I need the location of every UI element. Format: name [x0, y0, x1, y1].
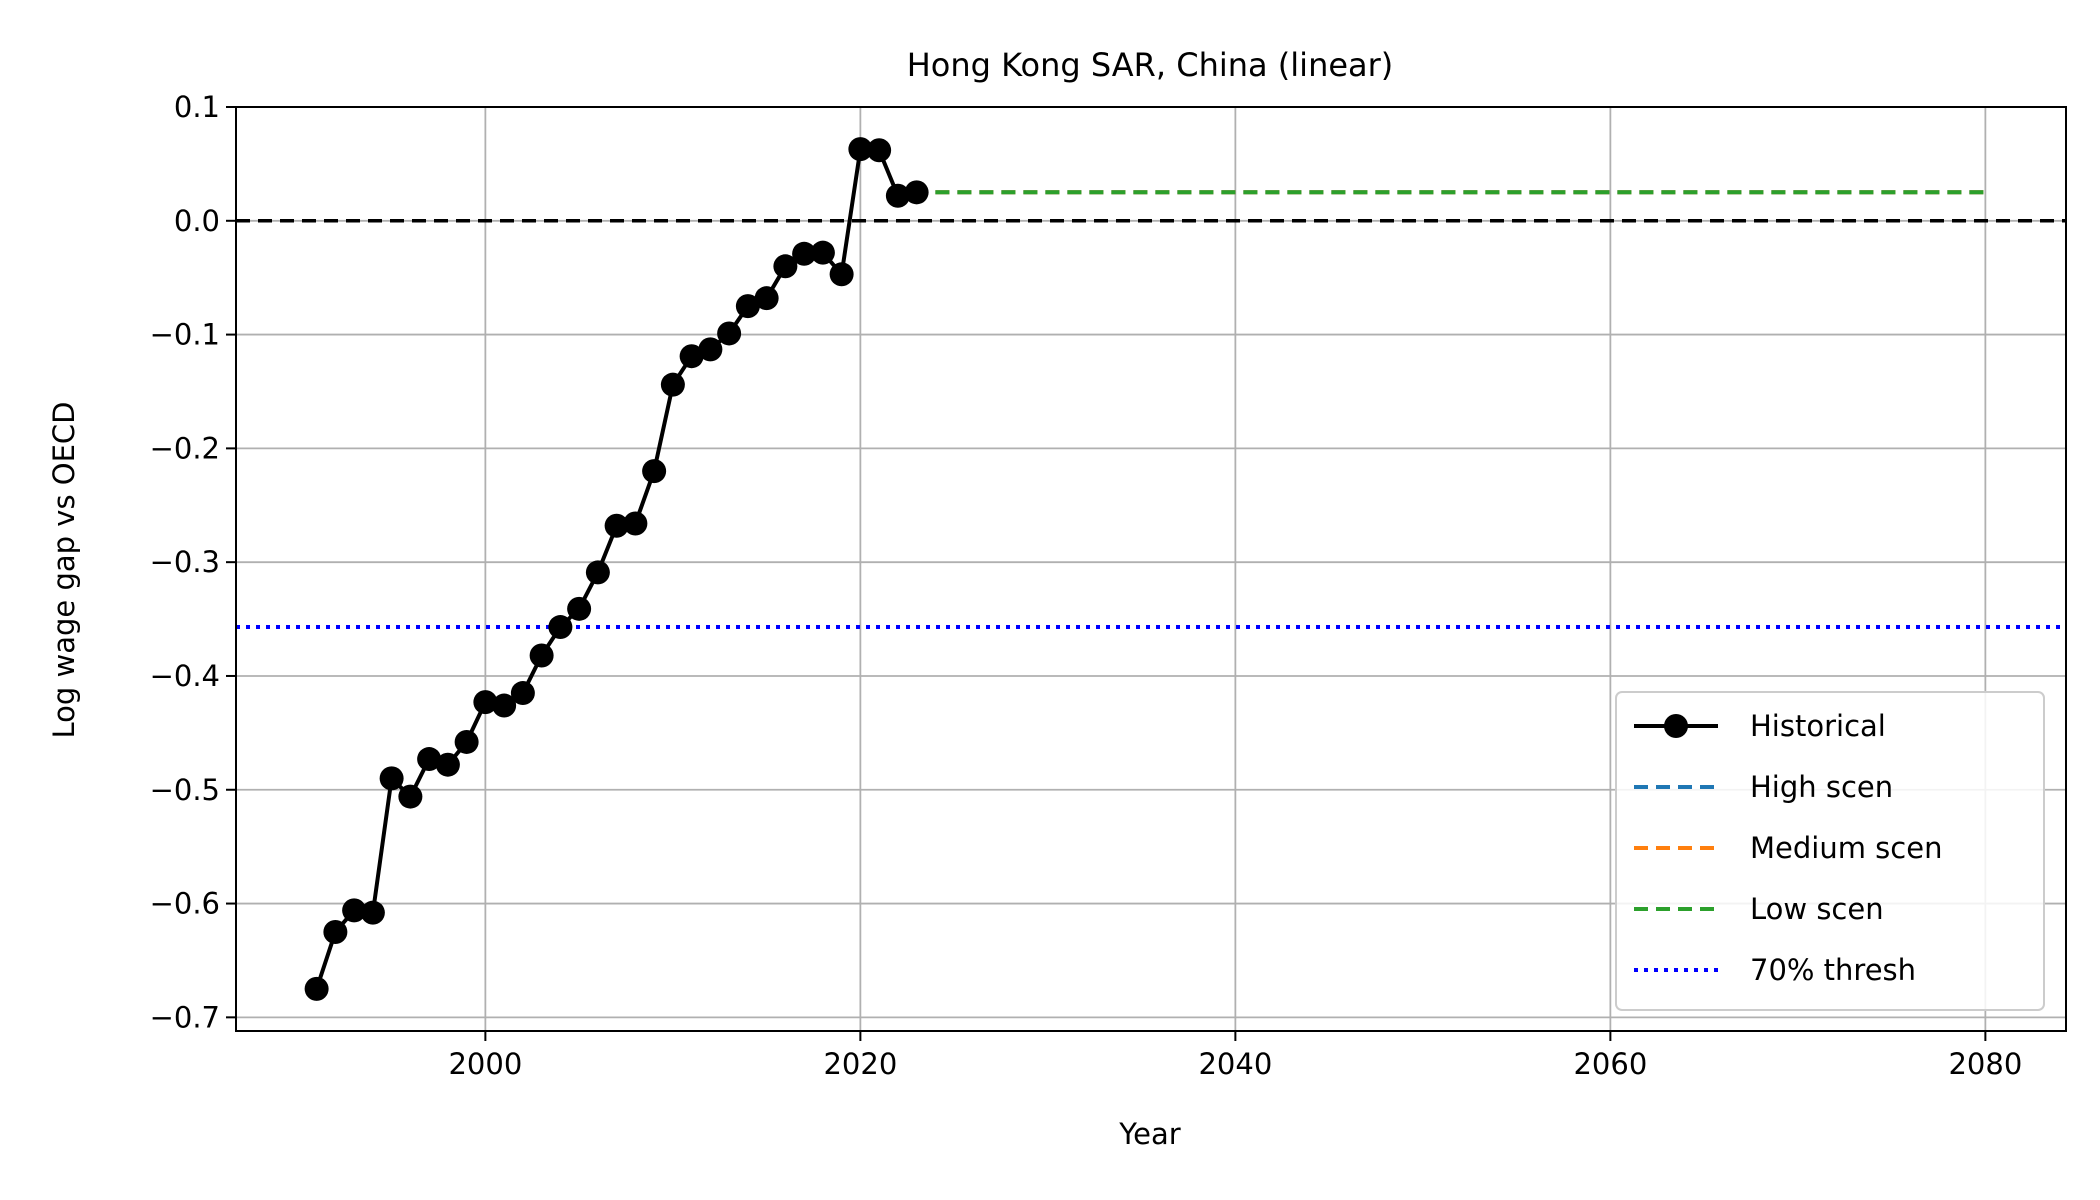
data-point — [417, 747, 442, 772]
data-point — [567, 596, 592, 621]
data-point — [398, 784, 423, 809]
data-point — [492, 693, 517, 718]
data-point — [642, 459, 667, 484]
legend-label-high-scen: High scen — [1750, 770, 1893, 804]
data-point — [754, 286, 779, 311]
y-tick-label: −0.1 — [150, 318, 220, 352]
x-tick-label: 2060 — [1573, 1047, 1647, 1081]
y-tick-label: 0.0 — [174, 204, 220, 238]
plot-frame — [235, 106, 2067, 1032]
legend-label-medium-scen: Medium scen — [1750, 831, 1942, 865]
data-point — [867, 138, 892, 163]
data-point — [660, 372, 685, 397]
x-tick-label: 2040 — [1198, 1047, 1272, 1081]
data-point — [717, 321, 742, 346]
legend-label-70%-thresh: 70% thresh — [1750, 953, 1916, 987]
data-point — [342, 898, 367, 923]
data-point — [848, 137, 873, 162]
data-point — [510, 681, 535, 706]
data-point — [623, 511, 648, 536]
data-point — [304, 976, 329, 1001]
x-axis-label: Year — [1118, 1117, 1180, 1151]
data-point — [585, 560, 610, 585]
y-tick-label: −0.7 — [150, 1000, 220, 1034]
data-point — [473, 690, 498, 715]
data-point — [604, 513, 629, 538]
data-point — [379, 766, 404, 791]
data-point — [810, 240, 835, 265]
legend: Historical High scen Medium scen Low scen 70… — [1615, 691, 2045, 1011]
series-layer — [304, 137, 1986, 1001]
legend-label-historical: Historical — [1750, 709, 1886, 743]
data-point — [904, 180, 929, 205]
axis-ticks: 2000 2020 2040 2060 2080 0.1 0.0 −0.1 −0.2 −0.3 −0… — [150, 90, 2023, 1081]
y-tick-label: 0.1 — [174, 90, 220, 124]
y-tick-label: −0.4 — [150, 659, 220, 693]
chart-title: Hong Kong SAR, China (linear) — [907, 46, 1394, 84]
data-point — [773, 254, 798, 279]
legend-label-low-scen: Low scen — [1750, 892, 1884, 926]
data-point — [698, 337, 723, 362]
x-tick-label: 2020 — [823, 1047, 897, 1081]
data-point — [792, 241, 817, 266]
data-point — [454, 729, 479, 754]
y-tick-label: −0.6 — [150, 887, 220, 921]
data-point — [435, 752, 460, 777]
y-tick-label: −0.5 — [150, 773, 220, 807]
x-tick-label: 2000 — [448, 1047, 522, 1081]
data-point — [323, 920, 348, 944]
data-point — [885, 183, 910, 208]
data-point — [829, 262, 854, 287]
data-point — [360, 900, 385, 925]
y-tick-label: −0.3 — [150, 545, 220, 579]
data-point — [529, 643, 554, 668]
data-point — [735, 294, 760, 319]
y-tick-label: −0.2 — [150, 431, 220, 465]
data-point — [679, 344, 704, 369]
x-tick-label: 2080 — [1948, 1047, 2022, 1081]
reference-lines — [236, 219, 2066, 630]
legend-box — [1615, 691, 2045, 1011]
y-axis-label: Log wage gap vs OECD — [47, 402, 81, 739]
data-point — [548, 615, 573, 640]
legend-marker — [1664, 714, 1688, 738]
